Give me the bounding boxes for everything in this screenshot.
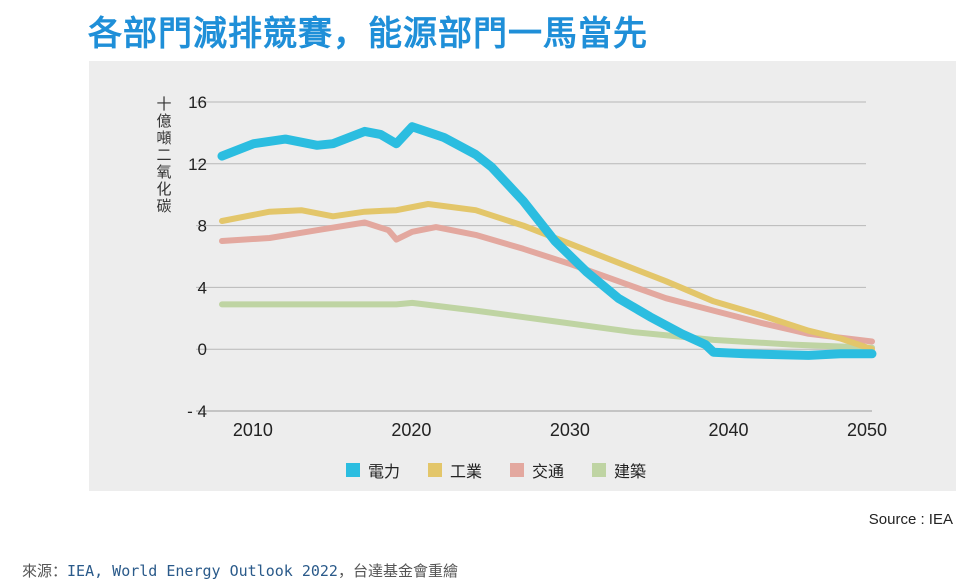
y-tick-label: 4 [198,278,207,297]
legend-item-power: 電力 [346,458,400,482]
credit-link[interactable]: IEA, World Energy Outlook 2022 [67,562,338,580]
credit-line: 來源：IEA, World Energy Outlook 2022，台達基金會重… [22,560,458,581]
legend-label-industry: 工業 [450,462,483,481]
legend: 電力 工業 交通 建築 [346,458,646,482]
credit-prefix: 來源： [22,562,68,580]
y-tick-label: 8 [198,217,207,236]
legend-item-buildings: 建築 [592,458,646,482]
legend-label-buildings: 建築 [614,462,647,481]
gridlines [196,101,872,412]
x-tick-label-2050: 2050 [847,420,887,440]
y-tick-label: - 4 [187,402,207,421]
series-line-buildings [219,299,875,351]
legend-item-transport: 交通 [510,458,564,482]
legend-swatch-transport [510,463,525,477]
tick-labels: 16 12 8 4 0 - 4 2010 2020 2030 2040 2050 [187,93,887,440]
legend-label-transport: 交通 [532,462,565,481]
legend-item-industry: 工業 [428,458,482,482]
legend-swatch-industry [428,463,443,477]
chart-panel [89,61,956,491]
x-tick-label-2030: 2030 [550,420,590,440]
x-tick-label-2010: 2010 [233,420,273,440]
source-note: Source : IEA [868,511,953,528]
y-tick-label: 16 [188,93,207,112]
legend-label-power: 電力 [368,462,401,481]
x-tick-label-2040: 2040 [708,420,748,440]
legend-swatch-buildings [592,463,607,477]
x-tick-label-2020: 2020 [391,420,431,440]
y-axis-label: 十億噸二氧化碳 [156,95,172,215]
series-lines [217,122,877,360]
credit-suffix: ，台達基金會重繪 [337,562,458,580]
legend-swatch-power [346,463,360,477]
series-line-transport [219,219,875,345]
series-line-industry [219,201,875,353]
y-tick-label: 0 [198,340,207,359]
series-line-power [217,122,877,360]
y-tick-label: 12 [188,155,207,174]
page-title: 各部門減排競賽，能源部門一馬當先 [88,14,648,54]
